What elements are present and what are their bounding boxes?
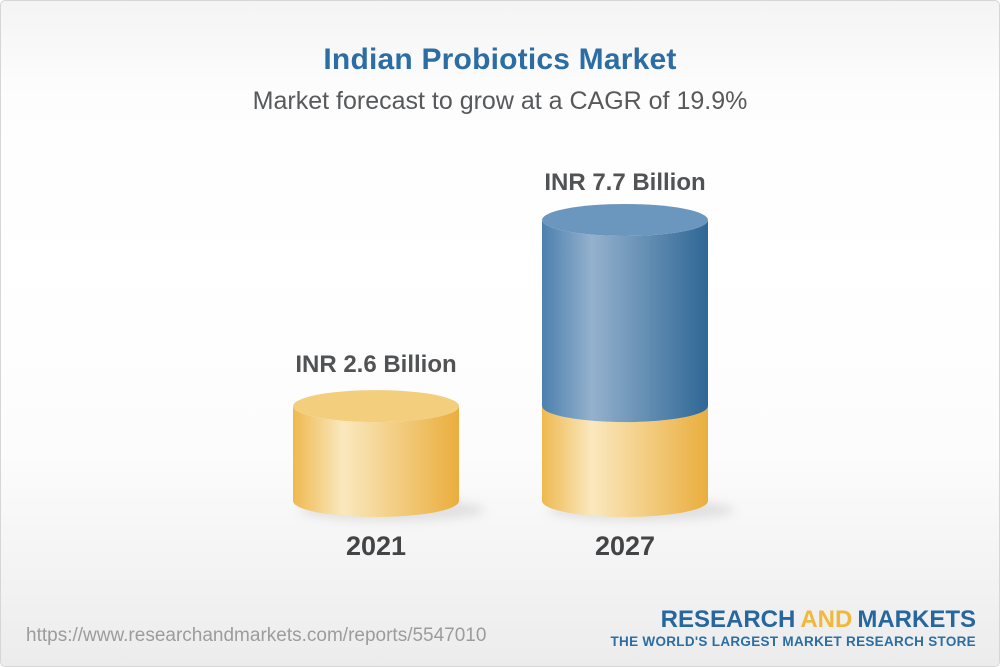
chart-subtitle: Market forecast to grow at a CAGR of 19.… <box>252 87 748 115</box>
cylinder-top-2021 <box>293 390 459 423</box>
category-label-2021: 2021 <box>345 531 407 561</box>
logo-word-research: RESEARCH <box>660 606 796 633</box>
source-url[interactable]: https://www.researchandmarkets.com/repor… <box>26 625 487 646</box>
bar-value-label-2021: INR 2.6 Billion <box>295 351 457 378</box>
research-and-markets-logo: RESEARCH AND MARKETS THE WORLD'S LARGEST M… <box>610 607 976 650</box>
logo-word-and: AND <box>800 606 853 633</box>
cylinder-segment-yellow-2021 <box>293 406 459 517</box>
category-label-2027: 2027 <box>594 531 656 561</box>
logo-wordmark: RESEARCH AND MARKETS <box>610 607 976 633</box>
logo-tagline: THE WORLD'S LARGEST MARKET RESEARCH STOR… <box>610 634 976 649</box>
logo-word-markets: MARKETS <box>857 606 976 633</box>
cylinder-segment-yellow-2027 <box>542 406 708 517</box>
cylinder-top-2027 <box>542 203 708 236</box>
chart-title: Indian Probiotics Market <box>323 43 677 76</box>
bar-value-label-2027: INR 7.7 Billion <box>544 169 706 196</box>
cylinder-segment-blue-2027 <box>542 219 708 423</box>
